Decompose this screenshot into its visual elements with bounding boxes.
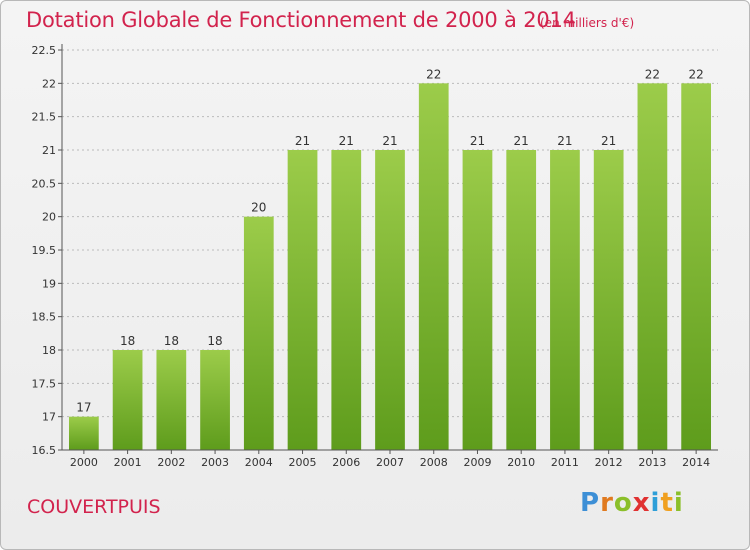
x-tick-label: 2003 <box>201 456 229 469</box>
bar <box>681 83 712 450</box>
y-tick-label: 19.5 <box>32 244 57 257</box>
logo-letter: i <box>650 488 661 518</box>
logo-letter: t <box>660 488 674 518</box>
x-tick-label: 2006 <box>332 456 360 469</box>
chart-title: Dotation Globale de Fonctionnement de 20… <box>26 8 576 32</box>
value-label: 21 <box>295 134 310 148</box>
y-tick-label: 18 <box>42 344 56 357</box>
bar <box>112 350 143 450</box>
value-label: 18 <box>164 334 179 348</box>
x-tick-label: 2010 <box>507 456 535 469</box>
x-tick-label: 2004 <box>245 456 273 469</box>
bars <box>68 83 712 450</box>
bar <box>593 150 624 450</box>
bar <box>418 83 449 450</box>
value-label: 21 <box>514 134 529 148</box>
y-tick-label: 17.5 <box>32 377 57 390</box>
value-label: 21 <box>470 134 485 148</box>
proxiti-logo: Proxiti <box>580 488 684 518</box>
y-tick-label: 20.5 <box>32 177 57 190</box>
y-tick-label: 17 <box>42 411 56 424</box>
x-tick-label: 2007 <box>376 456 404 469</box>
axes: 16.5 17 17.5 18 18.5 19 19.5 20 20.5 21 21.5 22 22.5… <box>32 44 718 469</box>
bar <box>506 150 537 450</box>
bar <box>462 150 493 450</box>
x-tick-label: 2011 <box>551 456 579 469</box>
value-label: 17 <box>76 401 91 415</box>
x-tick-label: 2005 <box>289 456 317 469</box>
bar <box>68 416 99 450</box>
logo-letter: x <box>632 488 651 518</box>
bar <box>637 83 668 450</box>
x-tick-label: 2012 <box>595 456 623 469</box>
commune-name: COUVERTPUIS <box>27 496 161 518</box>
x-tick-label: 2002 <box>157 456 185 469</box>
value-label: 18 <box>120 334 135 348</box>
logo-letter: r <box>600 488 614 518</box>
bar <box>243 216 274 450</box>
y-tick-label: 21 <box>42 144 56 157</box>
bar <box>200 350 230 450</box>
bar <box>331 150 362 450</box>
value-label: 20 <box>251 201 266 215</box>
value-label: 18 <box>207 334 222 348</box>
value-label: 21 <box>382 134 397 148</box>
value-label: 21 <box>339 134 354 148</box>
value-label: 22 <box>426 67 441 81</box>
y-tick-label: 19 <box>42 277 56 290</box>
x-tick-label: 2001 <box>114 456 142 469</box>
logo-letter: o <box>613 488 633 518</box>
bar <box>550 150 580 450</box>
bar <box>375 150 405 450</box>
value-label: 22 <box>645 67 660 81</box>
x-tick-label: 2013 <box>638 456 666 469</box>
x-tick-label: 2000 <box>70 456 98 469</box>
y-tick-label: 16.5 <box>32 444 57 457</box>
x-tick-label: 2008 <box>420 456 448 469</box>
value-label: 21 <box>557 134 572 148</box>
value-label: 22 <box>688 67 703 81</box>
y-tick-label: 22 <box>42 77 56 90</box>
y-tick-label: 18.5 <box>32 311 57 324</box>
bar <box>156 350 187 450</box>
x-tick-label: 2014 <box>682 456 710 469</box>
logo-letter: P <box>580 488 601 518</box>
logo-letter: i <box>673 488 684 518</box>
y-tick-label: 20 <box>42 211 56 224</box>
value-labels: 17 18 18 18 20 21 21 21 22 21 21 21 21 22 22 <box>76 67 704 414</box>
chart-unit: (en milliers d'€) <box>540 16 635 30</box>
x-tick-label: 2009 <box>463 456 491 469</box>
y-tick-label: 21.5 <box>32 111 57 124</box>
bar <box>287 150 318 450</box>
value-label: 21 <box>601 134 616 148</box>
y-tick-label: 22.5 <box>32 44 57 57</box>
